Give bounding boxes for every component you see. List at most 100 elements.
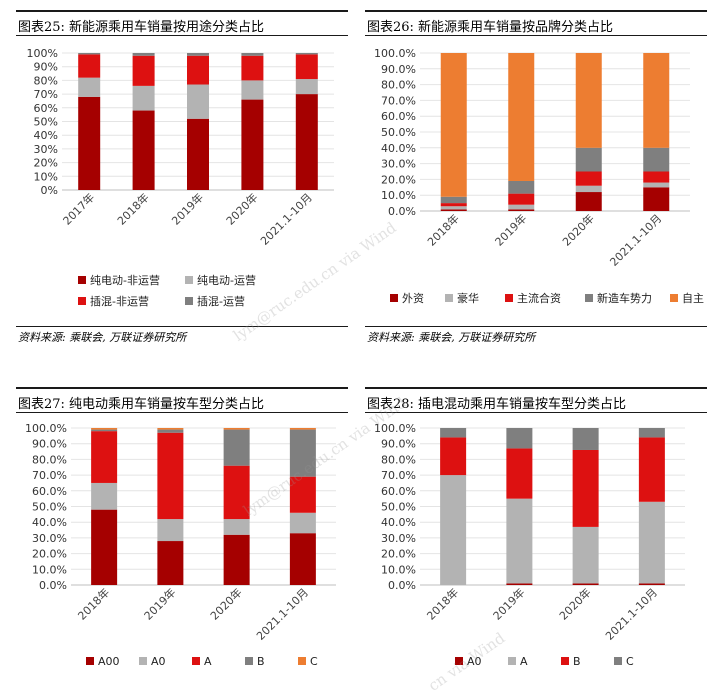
y-tick-label: 10% xyxy=(34,170,58,183)
bar-segment xyxy=(78,53,101,55)
y-tick-label: 60.0% xyxy=(381,485,416,498)
bar-segment xyxy=(572,428,599,450)
panel-header: 图表26: 新能源乘用车销量按品牌分类占比 xyxy=(365,10,707,36)
bar-chart-27: 0.0% 10.0% 20.0% 30.0% 40.0% 50.0% 60.0% 70.0% 8… xyxy=(25,422,336,668)
legend-swatch xyxy=(585,294,593,302)
legend-label: 主流合资 xyxy=(517,291,561,305)
legend-label: A xyxy=(520,655,528,668)
bar-segment xyxy=(223,429,250,466)
bar-segment xyxy=(638,501,665,584)
bar-segment xyxy=(508,180,535,194)
legend-swatch xyxy=(298,657,306,665)
bar-segment xyxy=(132,53,155,56)
y-tick-label: 20% xyxy=(34,157,58,170)
x-tick-label: 2019年 xyxy=(492,211,529,248)
legend-label: B xyxy=(573,655,581,668)
chart-panel-26: 图表26: 新能源乘用车销量按品牌分类占比 0.0% 10.0% 20.0% 30.0… xyxy=(365,10,707,345)
y-tick-label: 90.0% xyxy=(381,438,416,451)
bar-segment xyxy=(575,171,602,186)
bar-segment xyxy=(187,118,209,190)
bar-segment xyxy=(506,583,533,585)
bar-segment xyxy=(506,428,533,449)
y-tick-label: 40.0% xyxy=(381,516,416,529)
bar-segment xyxy=(241,99,264,190)
bar-segment xyxy=(187,84,209,119)
y-tick-label: 40.0% xyxy=(381,142,416,155)
legend-swatch xyxy=(185,276,193,284)
y-tick-label: 70% xyxy=(34,88,58,101)
x-tick-label: 2021.1-10月 xyxy=(607,212,664,269)
chart-source: 资料来源: 乘联会, 万联证券研究所 xyxy=(18,331,187,344)
bar-segment xyxy=(638,437,665,502)
bar-segment xyxy=(572,526,599,584)
y-tick-label: 60.0% xyxy=(381,110,416,123)
y-tick-label: 30.0% xyxy=(381,532,416,545)
y-tick-label: 10.0% xyxy=(32,563,67,576)
bar-segment xyxy=(638,428,665,438)
x-tick-label: 2021.1-10月 xyxy=(258,191,315,248)
y-tick-label: 30% xyxy=(34,143,58,156)
bar-segment xyxy=(643,182,670,188)
bar-segment xyxy=(440,206,467,210)
bar-segment xyxy=(572,583,599,585)
x-tick-label: 2018年 xyxy=(424,211,461,248)
legend-swatch xyxy=(86,657,94,665)
bar-segment xyxy=(241,53,264,56)
chart-title: 图表28: 插电混动乘用车销量按车型分类占比 xyxy=(367,397,627,412)
legend-swatch xyxy=(185,297,193,305)
legend-swatch xyxy=(508,657,516,665)
bar-segment xyxy=(575,53,602,148)
legend-label: A0 xyxy=(467,655,482,668)
bar-segment xyxy=(440,437,467,476)
x-tick-label: 2020年 xyxy=(556,585,593,622)
bar-segment xyxy=(78,54,101,78)
legend-label: 外资 xyxy=(402,292,424,305)
y-tick-label: 100.0% xyxy=(374,47,416,60)
x-tick-label: 2021.1-10月 xyxy=(603,586,660,643)
bar-segment xyxy=(91,431,118,483)
legend-swatch xyxy=(505,294,513,302)
legend-swatch xyxy=(139,657,147,665)
y-tick-label: 0.0% xyxy=(388,205,416,218)
bar-segment xyxy=(91,428,118,430)
bar-chart-26: 0.0% 10.0% 20.0% 30.0% 40.0% 50.0% 60.0% 70.0% 8… xyxy=(374,47,704,305)
bar-segment xyxy=(187,53,209,56)
bar-segment xyxy=(223,519,250,535)
legend-label: A xyxy=(204,655,212,668)
y-tick-label: 60% xyxy=(34,102,58,115)
bar-segment xyxy=(91,482,118,510)
bar-segment xyxy=(575,147,602,172)
bar-segment xyxy=(440,209,467,211)
legend-label: 插混-运营 xyxy=(197,294,245,308)
bar-segment xyxy=(295,94,318,190)
legend-label: C xyxy=(310,655,318,668)
x-tick-label: 2018年 xyxy=(114,190,151,227)
legend-swatch xyxy=(561,657,569,665)
bar-segment xyxy=(440,196,467,204)
legend-swatch xyxy=(455,657,463,665)
y-tick-label: 100% xyxy=(27,47,58,60)
y-tick-label: 80.0% xyxy=(381,453,416,466)
legend-label: A0 xyxy=(151,655,166,668)
bar-segment xyxy=(241,80,264,100)
y-tick-label: 40% xyxy=(34,129,58,142)
chart-title: 图表27: 纯电动乘用车销量按车型分类占比 xyxy=(18,397,265,412)
y-tick-label: 50% xyxy=(34,116,58,129)
y-tick-label: 80.0% xyxy=(32,453,67,466)
bar-chart-25: 0%10%20%30%40%50%60%70%80%90%100% 2017年 20… xyxy=(27,47,334,308)
y-tick-label: 0.0% xyxy=(39,579,67,592)
y-tick-label: 10.0% xyxy=(381,563,416,576)
legend-swatch xyxy=(445,294,453,302)
x-tick-label: 2019年 xyxy=(169,190,206,227)
bar-segment xyxy=(223,465,250,520)
bar-segment xyxy=(506,448,533,499)
bar-segment xyxy=(223,428,250,430)
panel-header: 图表27: 纯电动乘用车销量按车型分类占比 xyxy=(16,387,348,413)
legend-swatch xyxy=(78,276,86,284)
legend-swatch xyxy=(614,657,622,665)
y-tick-label: 70.0% xyxy=(32,469,67,482)
y-tick-label: 100.0% xyxy=(374,422,416,435)
y-tick-label: 20.0% xyxy=(381,548,416,561)
legend-swatch xyxy=(670,294,678,302)
chart-panel-28: 图表28: 插电混动乘用车销量按车型分类占比 0.0% 10.0% 20.0% 30.… xyxy=(365,387,707,681)
